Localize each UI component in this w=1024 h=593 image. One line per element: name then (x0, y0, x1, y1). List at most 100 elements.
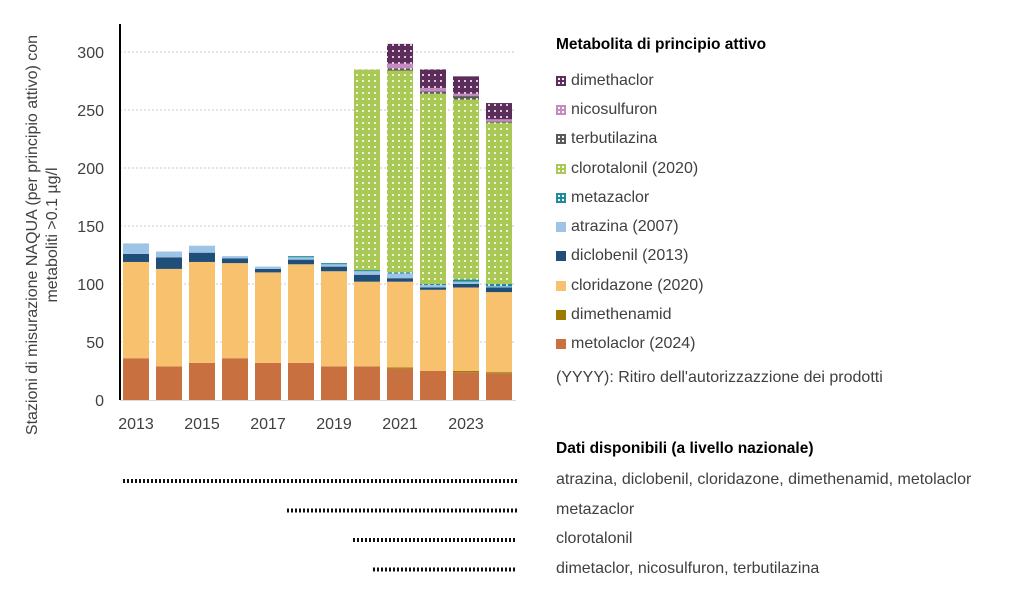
legend-label: metazaclor (571, 188, 650, 206)
bar-stack-2014 (156, 251, 182, 400)
availability-label: atrazina, diclobenil, cloridazone, dimet… (556, 471, 972, 488)
bar-segment (387, 281, 413, 368)
bar-segment (354, 281, 380, 367)
legend-note: (YYYY): Ritiro dell'autorizzazzione dei … (556, 368, 883, 386)
legend-item: atrazina (2007) (556, 212, 883, 241)
bar-segment-pattern (420, 87, 446, 92)
x-tick-label: 2013 (118, 416, 154, 433)
legend-swatch (556, 310, 566, 321)
bar-segment (156, 251, 182, 258)
legend-swatch (556, 192, 566, 203)
bar-segment-pattern (354, 270, 380, 272)
bar-segment (255, 362, 281, 400)
bar-segment (123, 253, 149, 262)
bar-segment (255, 266, 281, 269)
y-tick-label: 200 (77, 161, 104, 178)
bars (123, 43, 512, 400)
bar-segment-pattern (453, 279, 479, 282)
bar-segment (156, 366, 182, 400)
bar-segment (486, 372, 512, 374)
bar-segment-pattern (387, 63, 413, 69)
x-tick-label: 2021 (382, 416, 418, 433)
bar-segment (288, 264, 314, 363)
legend-item: metolaclor (2024) (556, 330, 883, 359)
legend-swatch (556, 280, 566, 291)
legend-label: terbutilazina (571, 130, 658, 148)
legend-item: cloridazone (2020) (556, 271, 883, 300)
bar-segment (222, 263, 248, 359)
legend-label: dimethaclor (571, 71, 654, 89)
bar-segment (453, 287, 479, 371)
bar-segment (255, 268, 281, 273)
bar-segment (420, 371, 446, 400)
bar-segment-pattern (420, 93, 446, 284)
bar-segment (189, 245, 215, 253)
bar-segment (354, 271, 380, 275)
x-tick-labels: 2013 2015 2017 2019 2021 2023 (118, 416, 484, 433)
y-tick-label: 250 (77, 103, 104, 120)
bar-segment (189, 261, 215, 363)
bar-segment-pattern (486, 119, 512, 122)
bar-segment (486, 286, 512, 288)
bar-segment-pattern (486, 103, 512, 120)
gridlines (120, 51, 516, 343)
legend-label: atrazina (2007) (571, 218, 679, 236)
bar-segment-pattern (486, 121, 512, 123)
bar-segment (387, 278, 413, 282)
bar-segment-pattern (354, 69, 380, 271)
legend-title: Metabolita di principio attivo (556, 36, 767, 53)
legend-swatch (556, 251, 566, 262)
bar-stack-2016 (222, 256, 248, 400)
y-tick-label: 150 (77, 219, 104, 236)
bar-segment-pattern (387, 43, 413, 64)
bar-segment (123, 243, 149, 254)
bar-segment-pattern (453, 93, 479, 97)
x-tick-label: 2017 (250, 416, 286, 433)
availability-label: metazaclor (556, 500, 635, 518)
bar-segment (255, 272, 281, 363)
legend-swatch (556, 104, 566, 115)
bar-segment (354, 274, 380, 282)
y-tick-label: 0 (95, 393, 104, 410)
availability-label: clorotalonil (556, 530, 633, 547)
bar-segment (123, 261, 149, 359)
bar-segment-pattern (387, 70, 413, 273)
legend-items: dimethaclor nicosulfuron terbutilazina clor… (556, 66, 883, 359)
legend-swatch (556, 134, 566, 145)
bar-segment (156, 257, 182, 269)
availability-lines (123, 479, 517, 572)
bar-segment (288, 259, 314, 265)
legend-item: terbutilazina (556, 125, 883, 154)
legend-item: clorotalonil (2020) (556, 154, 883, 183)
bar-stack-2021 (387, 43, 413, 400)
availability-title: Dati disponibili (a livello nazionale) (556, 440, 814, 457)
bar-segment (321, 366, 347, 400)
legend-item: dimethenamid (556, 300, 883, 329)
legend-swatch (556, 75, 566, 86)
legend-label: cloridazone (2020) (571, 276, 704, 294)
legend-item: metazaclor (556, 183, 883, 212)
legend-swatch (556, 222, 566, 233)
bar-segment (321, 264, 347, 267)
bar-segment (453, 371, 479, 373)
legend-item: dimethaclor (556, 66, 883, 95)
legend: Metabolita di principio attivo dimethacl… (556, 36, 883, 387)
legend-swatch (556, 339, 566, 350)
bar-segment (420, 285, 446, 288)
y-tick-label: 50 (86, 335, 104, 352)
availability-label: dimetaclor, nicosulfuron, terbutilazina (556, 559, 820, 577)
legend-item: nicosulfuron (556, 95, 883, 124)
bar-stack-2024 (486, 103, 512, 400)
bar-segment (288, 362, 314, 400)
bar-segment (486, 287, 512, 293)
bar-segment (486, 292, 512, 373)
bar-segment-pattern (486, 122, 512, 284)
bar-stack-2015 (189, 245, 215, 400)
bar-segment (387, 368, 413, 400)
bar-segment-pattern (453, 76, 479, 94)
bar-segment (189, 252, 215, 262)
bar-segment-pattern (387, 272, 413, 274)
bar-segment (321, 271, 347, 367)
bar-segment (222, 258, 248, 264)
y-tick-label: 300 (77, 45, 104, 62)
